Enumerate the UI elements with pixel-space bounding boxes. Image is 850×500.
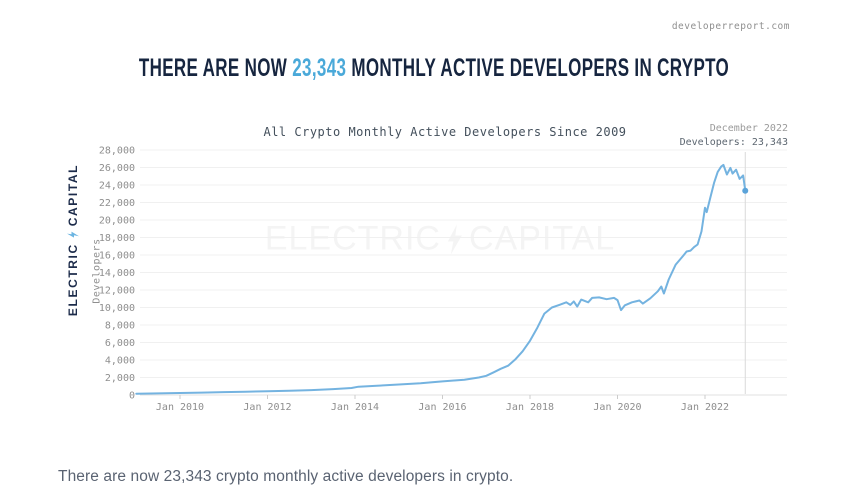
headline-suffix: MONTHLY ACTIVE DEVELOPERS IN CRYPTO (346, 54, 730, 82)
x-tick-label: Jan 2010 (156, 402, 204, 413)
y-tick-label: 4,000 (105, 356, 135, 367)
y-tick-label: 6,000 (105, 338, 135, 349)
y-tick-label: 28,000 (99, 146, 135, 157)
y-tick-label: 20,000 (99, 216, 135, 227)
endpoint-annotation: December 2022 Developers: 23,343 (680, 122, 788, 150)
annotation-date: December 2022 (709, 123, 788, 134)
x-tick-label: Jan 2016 (418, 402, 466, 413)
y-tick-label: 12,000 (99, 286, 135, 297)
y-tick-label: 16,000 (99, 251, 135, 262)
bottom-caption: There are now 23,343 crypto monthly acti… (58, 468, 514, 485)
x-tick-label: Jan 2020 (593, 402, 641, 413)
headline-highlight-number: 23,343 (292, 54, 347, 82)
annotation-value: Developers: 23,343 (679, 137, 788, 148)
y-tick-label: 0 (129, 391, 135, 402)
electric-capital-logo: ELECTRIC CAPITAL (66, 164, 80, 316)
y-tick-label: 26,000 (99, 163, 135, 174)
developers-line-series (135, 163, 747, 395)
lightning-bolt-icon (67, 231, 79, 238)
x-tick-label: Jan 2012 (243, 402, 291, 413)
y-tick-label: 22,000 (99, 198, 135, 209)
y-tick-label: 18,000 (99, 233, 135, 244)
y-tick-label: 8,000 (105, 321, 135, 332)
y-tick-label: 24,000 (99, 181, 135, 192)
headline-container: THERE ARE NOW 23,343 MONTHLY ACTIVE DEVE… (0, 54, 798, 83)
headline-prefix: THERE ARE NOW (138, 54, 293, 82)
endpoint-marker (742, 187, 749, 194)
y-tick-label: 2,000 (105, 373, 135, 384)
y-tick-label: 10,000 (99, 303, 135, 314)
x-tick-label: Jan 2022 (681, 402, 729, 413)
page-title: THERE ARE NOW 23,343 MONTHLY ACTIVE DEVE… (139, 54, 729, 83)
x-tick-label: Jan 2018 (506, 402, 554, 413)
x-tick-label: Jan 2014 (331, 402, 379, 413)
site-url-label: developerreport.com (671, 21, 790, 32)
y-tick-label: 14,000 (99, 268, 135, 279)
chart-title: All Crypto Monthly Active Developers Sin… (263, 125, 627, 139)
